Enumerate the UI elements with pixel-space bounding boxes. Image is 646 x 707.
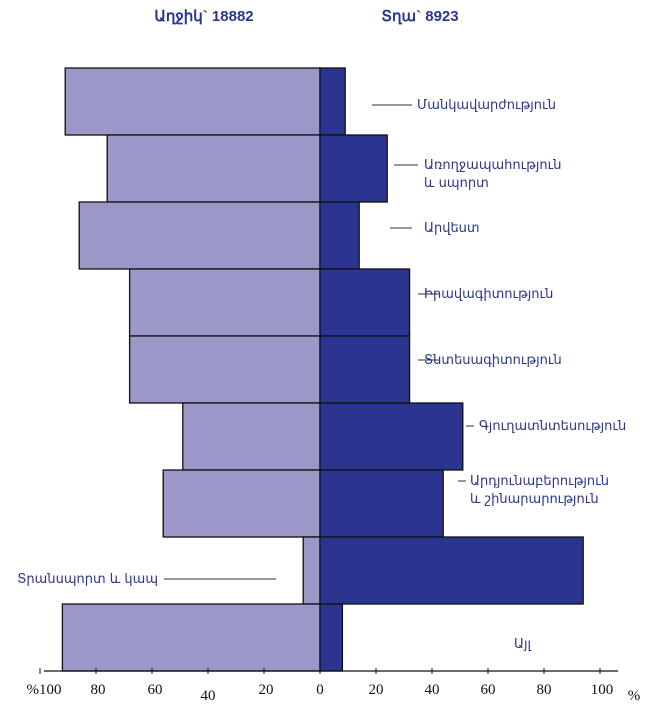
x-tick-label: 40 bbox=[425, 682, 440, 698]
bar-girls bbox=[162, 469, 321, 538]
bars-group bbox=[61, 67, 584, 672]
bar-boys bbox=[319, 603, 344, 672]
category-label: Այլ bbox=[514, 637, 531, 652]
chart-title-left: Աղջիկ` 18882 bbox=[154, 8, 253, 25]
x-tick-label: 20 bbox=[369, 682, 384, 698]
x-tick-label: 100 bbox=[591, 682, 614, 698]
bar-girls bbox=[106, 134, 321, 203]
category-label: Իրավագիտություն bbox=[424, 287, 553, 302]
x-axis: %100 80 60 40 20 0 20 40 60 80 100% bbox=[27, 668, 641, 704]
bar-boys bbox=[319, 134, 388, 203]
category-label: Տնտեսագիտություն bbox=[424, 353, 562, 368]
category-label: Մանկավարժություն bbox=[417, 98, 556, 113]
chart-title-right: Տղա` 8923 bbox=[381, 8, 458, 25]
x-tick-label: 20 bbox=[259, 682, 274, 698]
bar-girls bbox=[128, 335, 321, 404]
x-tick-label: %100 bbox=[27, 682, 62, 698]
category-labels-group: Մանկավարժություն Առողջապահություն և սպորտ Ա… bbox=[17, 98, 626, 652]
bar-boys bbox=[319, 201, 360, 270]
x-tick-label: 60 bbox=[148, 682, 163, 698]
category-label: Արդյունաբերություն bbox=[470, 474, 609, 489]
bar-girls bbox=[128, 268, 321, 337]
x-tick-label: 60 bbox=[481, 682, 496, 698]
bar-boys bbox=[319, 67, 346, 136]
bar-girls bbox=[64, 67, 321, 136]
category-label: Տրանսպորտ և կապ bbox=[17, 572, 158, 587]
bar-boys bbox=[319, 402, 464, 471]
x-tick-label: 80 bbox=[91, 682, 106, 698]
bar-girls bbox=[302, 536, 321, 605]
x-tick-label: 40 bbox=[201, 688, 216, 704]
bar-girls bbox=[182, 402, 321, 471]
bar-girls bbox=[61, 603, 321, 672]
x-tick-label: 0 bbox=[316, 682, 324, 698]
category-label: և սպորտ bbox=[424, 176, 489, 191]
category-label: և շինարարություն bbox=[470, 492, 599, 507]
bar-boys bbox=[319, 335, 411, 404]
category-label: Առողջապահություն bbox=[424, 158, 562, 173]
bar-girls bbox=[78, 201, 321, 270]
x-tick-label: 80 bbox=[537, 682, 552, 698]
category-label: Գյուղատնտեսություն bbox=[479, 419, 626, 434]
x-axis-unit: % bbox=[628, 688, 641, 704]
bar-boys bbox=[319, 268, 411, 337]
category-label: Արվեստ bbox=[424, 221, 480, 236]
bar-boys bbox=[319, 536, 584, 605]
bar-boys bbox=[319, 469, 444, 538]
